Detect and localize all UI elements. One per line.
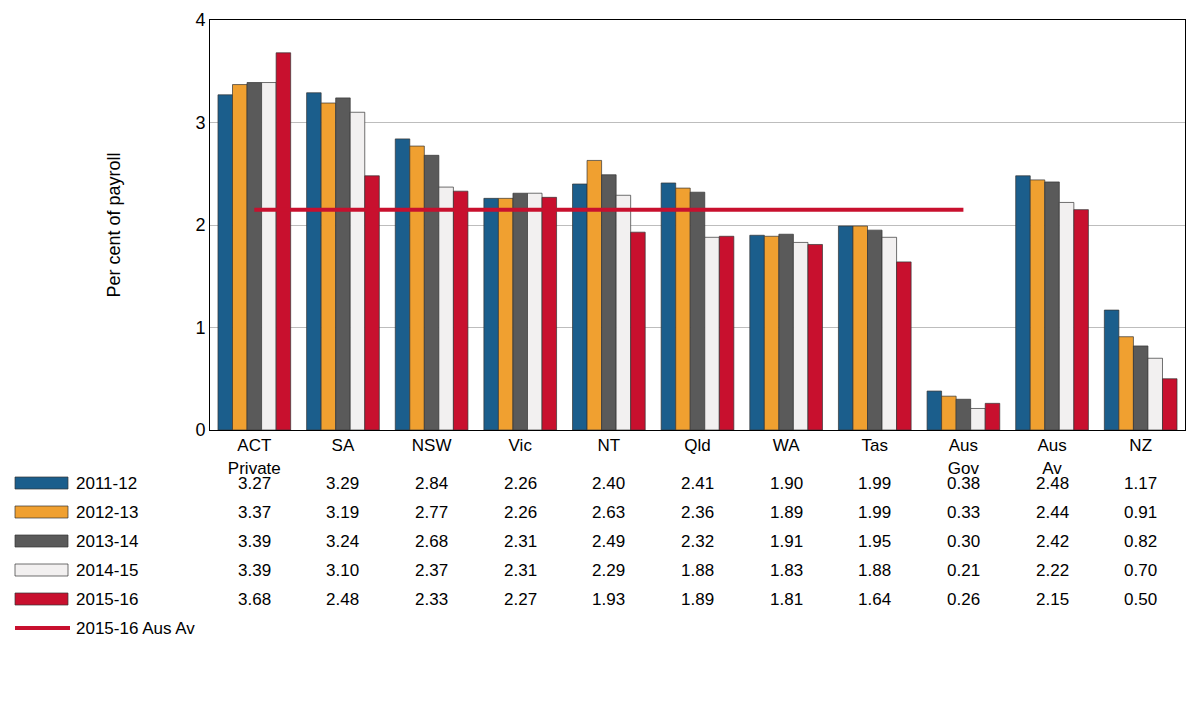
svg-text:1.93: 1.93	[592, 590, 625, 609]
svg-text:2.63: 2.63	[592, 503, 625, 522]
svg-text:2.15: 2.15	[1036, 590, 1069, 609]
svg-text:Qld: Qld	[684, 436, 710, 455]
svg-text:2.77: 2.77	[415, 503, 448, 522]
svg-text:2: 2	[195, 215, 205, 235]
svg-text:1.83: 1.83	[770, 561, 803, 580]
svg-text:0.38: 0.38	[947, 474, 980, 493]
svg-text:2011-12: 2011-12	[76, 474, 137, 493]
svg-text:2.36: 2.36	[681, 503, 714, 522]
svg-text:0.82: 0.82	[1124, 532, 1157, 551]
svg-text:NSW: NSW	[412, 436, 452, 455]
svg-text:2.31: 2.31	[504, 532, 537, 551]
svg-text:1.99: 1.99	[858, 474, 891, 493]
svg-text:4: 4	[195, 10, 205, 30]
svg-text:NT: NT	[598, 436, 621, 455]
svg-text:2.29: 2.29	[592, 561, 625, 580]
svg-text:2.48: 2.48	[1036, 474, 1069, 493]
svg-text:2.27: 2.27	[504, 590, 537, 609]
svg-text:2.41: 2.41	[681, 474, 714, 493]
svg-text:2.31: 2.31	[504, 561, 537, 580]
svg-text:2.37: 2.37	[415, 561, 448, 580]
svg-text:1.88: 1.88	[858, 561, 891, 580]
svg-text:3.24: 3.24	[326, 532, 359, 551]
svg-text:3: 3	[195, 113, 205, 133]
svg-text:1.88: 1.88	[681, 561, 714, 580]
svg-text:1.99: 1.99	[858, 503, 891, 522]
svg-text:0.21: 0.21	[947, 561, 980, 580]
svg-text:AusGov: AusGov	[948, 436, 980, 477]
svg-text:2.42: 2.42	[1036, 532, 1069, 551]
svg-text:3.37: 3.37	[238, 503, 271, 522]
svg-text:3.68: 3.68	[238, 590, 271, 609]
svg-text:WA: WA	[773, 436, 800, 455]
svg-text:0.26: 0.26	[947, 590, 980, 609]
svg-text:2.26: 2.26	[504, 503, 537, 522]
svg-text:NZ: NZ	[1129, 436, 1152, 455]
svg-text:2014-15: 2014-15	[76, 561, 138, 580]
svg-text:Vic: Vic	[509, 436, 533, 455]
svg-text:1.89: 1.89	[770, 503, 803, 522]
svg-text:3.10: 3.10	[326, 561, 359, 580]
svg-text:3.29: 3.29	[326, 474, 359, 493]
svg-text:0: 0	[195, 420, 205, 440]
svg-text:3.19: 3.19	[326, 503, 359, 522]
svg-text:2012-13: 2012-13	[76, 503, 138, 522]
svg-text:Tas: Tas	[862, 436, 888, 455]
svg-text:3.39: 3.39	[238, 561, 271, 580]
svg-text:0.70: 0.70	[1124, 561, 1157, 580]
svg-text:2.44: 2.44	[1036, 503, 1069, 522]
svg-text:ACTPrivate: ACTPrivate	[228, 436, 281, 477]
svg-text:0.33: 0.33	[947, 503, 980, 522]
svg-text:1.81: 1.81	[770, 590, 803, 609]
svg-text:2.33: 2.33	[415, 590, 448, 609]
svg-text:1.91: 1.91	[770, 532, 803, 551]
svg-text:2.48: 2.48	[326, 590, 359, 609]
svg-text:AusAv: AusAv	[1037, 436, 1066, 477]
svg-text:2.49: 2.49	[592, 532, 625, 551]
svg-text:1.17: 1.17	[1124, 474, 1157, 493]
svg-text:0.50: 0.50	[1124, 590, 1157, 609]
svg-text:1: 1	[195, 318, 205, 338]
svg-text:2015-16 Aus Av: 2015-16 Aus Av	[76, 619, 195, 638]
svg-text:1.64: 1.64	[858, 590, 891, 609]
svg-text:1.95: 1.95	[858, 532, 891, 551]
svg-text:0.30: 0.30	[947, 532, 980, 551]
svg-text:0.91: 0.91	[1124, 503, 1157, 522]
svg-text:2013-14: 2013-14	[76, 532, 138, 551]
svg-text:Per cent of payroll: Per cent of payroll	[104, 152, 124, 297]
svg-text:2.22: 2.22	[1036, 561, 1069, 580]
svg-text:3.27: 3.27	[238, 474, 271, 493]
svg-text:2.26: 2.26	[504, 474, 537, 493]
svg-text:1.90: 1.90	[770, 474, 803, 493]
svg-text:2.68: 2.68	[415, 532, 448, 551]
svg-text:2.40: 2.40	[592, 474, 625, 493]
svg-text:3.39: 3.39	[238, 532, 271, 551]
svg-text:SA: SA	[332, 436, 355, 455]
svg-text:2.32: 2.32	[681, 532, 714, 551]
svg-text:1.89: 1.89	[681, 590, 714, 609]
svg-text:2015-16: 2015-16	[76, 590, 138, 609]
svg-text:2.84: 2.84	[415, 474, 448, 493]
